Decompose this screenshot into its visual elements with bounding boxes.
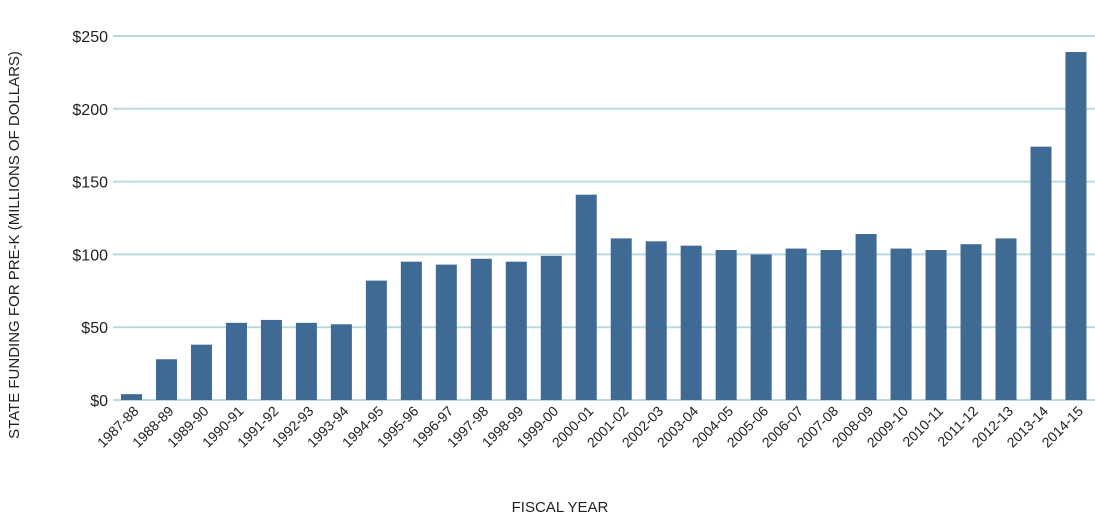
bar-2009-10 — [890, 248, 912, 400]
bar-1999-00 — [540, 255, 562, 400]
bar-1993-94 — [330, 324, 352, 400]
bar-1989-90 — [190, 344, 212, 400]
x-axis-ticks: 1987-881988-891989-901990-911991-921992-… — [94, 403, 1086, 451]
y-tick-label: $200 — [72, 102, 108, 119]
bar-1995-96 — [400, 261, 422, 400]
bar-2000-01 — [575, 194, 597, 400]
bar-2013-14 — [1030, 146, 1052, 400]
bar-1998-99 — [505, 261, 527, 400]
bar-1987-88 — [121, 394, 142, 400]
bar-2007-08 — [820, 250, 842, 400]
bar-1988-89 — [155, 359, 177, 400]
x-axis-title: FISCAL YEAR — [512, 499, 609, 516]
gridlines — [113, 35, 1095, 401]
bar-1994-95 — [365, 280, 387, 400]
bar-2011-12 — [960, 244, 982, 400]
y-axis-ticks: $0 $50 $100 $150 $200 $250 — [72, 29, 108, 410]
bar-2001-02 — [610, 238, 632, 400]
bar-2002-03 — [645, 241, 667, 400]
bar-1991-92 — [260, 319, 282, 400]
bar-2008-09 — [855, 234, 877, 400]
bar-2003-04 — [680, 245, 702, 400]
y-axis-title: STATE FUNDING FOR PRE-K (MILLIONS OF DOL… — [6, 51, 23, 439]
bar-2005-06 — [750, 254, 772, 400]
y-tick-label: $50 — [81, 320, 108, 337]
bar-1997-98 — [470, 258, 492, 400]
bar-2010-11 — [925, 250, 947, 400]
y-tick-label: $0 — [90, 393, 108, 410]
bar-2014-15 — [1065, 52, 1087, 401]
bar-2004-05 — [715, 250, 737, 400]
bar-1992-93 — [295, 322, 317, 400]
bar-1996-97 — [435, 264, 457, 400]
bars — [121, 52, 1087, 401]
bar-1990-91 — [225, 322, 247, 400]
y-tick-label: $150 — [72, 175, 108, 192]
y-tick-label: $100 — [72, 247, 108, 264]
bar-2006-07 — [785, 248, 807, 400]
bar-2012-13 — [995, 238, 1017, 400]
y-tick-label: $250 — [72, 29, 108, 46]
